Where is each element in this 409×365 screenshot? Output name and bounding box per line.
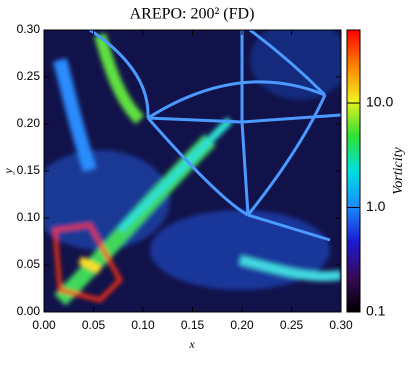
colorbar-label: Vorticity <box>391 146 406 194</box>
x-tick-label: 0.15 <box>181 318 205 332</box>
chart-title: AREPO: 200² (FD) <box>130 6 255 23</box>
colorbar-tick-label: 1.0 <box>366 198 386 214</box>
x-tick-label: 0.30 <box>329 318 353 332</box>
x-tick-label: 0.20 <box>230 318 254 332</box>
x-tick-label: 0.10 <box>131 318 155 332</box>
y-tick-label: 0.10 <box>17 210 41 224</box>
y-tick-label: 0.05 <box>17 257 41 271</box>
x-tick-label: 0.25 <box>280 318 304 332</box>
y-tick-label: 0.15 <box>17 163 41 177</box>
x-tick-label: 0.05 <box>82 318 106 332</box>
x-axis-label: x <box>188 337 195 351</box>
x-tick-label: 0.00 <box>32 318 56 332</box>
colorbar-tick-label: 10.0 <box>366 94 393 110</box>
y-tick-label: 0.30 <box>17 22 41 36</box>
colorbar-tick-label: 0.1 <box>366 303 386 319</box>
y-tick-label: 0.00 <box>17 304 41 318</box>
colorbar <box>346 29 361 313</box>
y-axis-label: y <box>1 168 15 175</box>
y-tick-label: 0.20 <box>17 116 41 130</box>
vorticity-field <box>44 30 341 312</box>
y-tick-label: 0.25 <box>17 69 41 83</box>
